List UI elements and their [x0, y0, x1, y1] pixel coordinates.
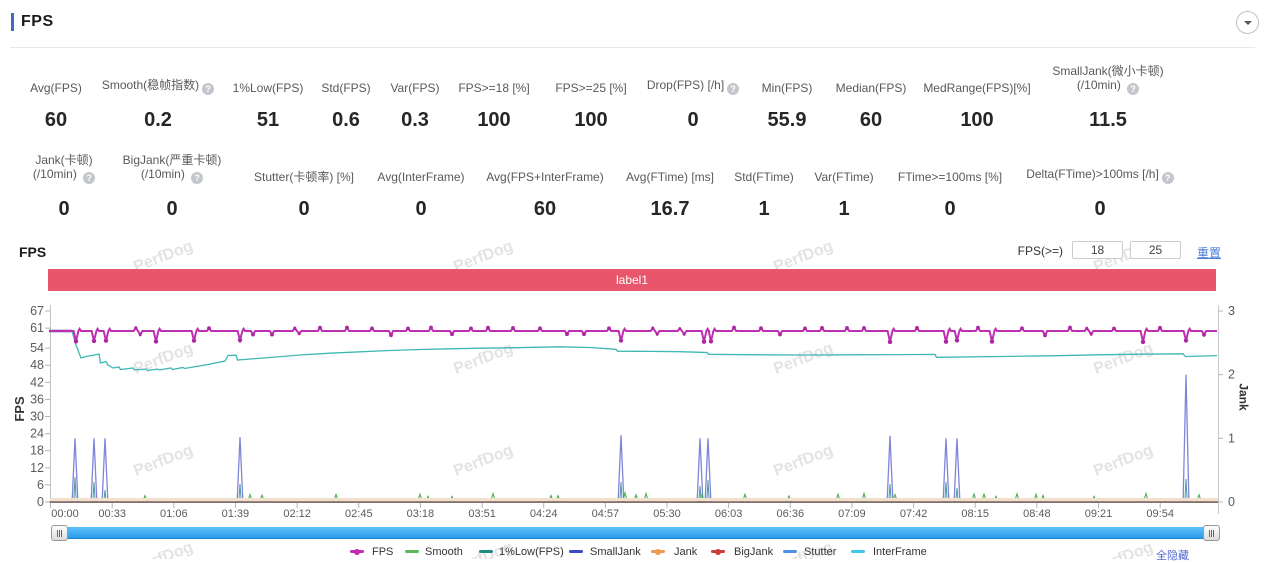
- svg-text:PerfDog: PerfDog: [131, 442, 195, 480]
- svg-text:12: 12: [30, 461, 44, 475]
- svg-text:Jank: Jank: [1237, 383, 1251, 411]
- svg-text:01:06: 01:06: [160, 508, 188, 520]
- svg-text:00:33: 00:33: [98, 508, 126, 520]
- svg-text:06:03: 06:03: [715, 508, 743, 520]
- svg-text:54: 54: [30, 341, 44, 355]
- svg-text:PerfDog: PerfDog: [131, 539, 195, 559]
- svg-text:PerfDog: PerfDog: [1091, 539, 1155, 559]
- svg-text:3: 3: [1228, 304, 1235, 318]
- svg-text:42: 42: [30, 375, 44, 389]
- svg-text:01:39: 01:39: [222, 508, 250, 520]
- svg-text:07:09: 07:09: [838, 508, 866, 520]
- svg-text:PerfDog: PerfDog: [1091, 442, 1155, 480]
- svg-text:FPS: FPS: [12, 396, 27, 422]
- svg-text:PerfDog: PerfDog: [451, 340, 515, 378]
- svg-text:05:30: 05:30: [653, 508, 681, 520]
- svg-text:PerfDog: PerfDog: [451, 442, 515, 480]
- svg-text:09:21: 09:21: [1085, 508, 1113, 520]
- svg-text:PerfDog: PerfDog: [1091, 340, 1155, 378]
- svg-text:08:15: 08:15: [961, 508, 989, 520]
- svg-text:61: 61: [30, 321, 44, 335]
- svg-text:2: 2: [1228, 368, 1235, 382]
- svg-text:36: 36: [30, 392, 44, 406]
- svg-text:0: 0: [1228, 495, 1235, 509]
- svg-text:06:36: 06:36: [777, 508, 805, 520]
- svg-text:PerfDog: PerfDog: [131, 340, 195, 378]
- svg-text:02:12: 02:12: [283, 508, 311, 520]
- svg-text:6: 6: [37, 478, 44, 492]
- svg-text:67: 67: [30, 304, 44, 318]
- svg-text:48: 48: [30, 358, 44, 372]
- svg-text:18: 18: [30, 444, 44, 458]
- svg-text:1: 1: [1228, 431, 1235, 445]
- svg-text:09:54: 09:54: [1146, 508, 1174, 520]
- svg-text:08:48: 08:48: [1023, 508, 1051, 520]
- svg-text:PerfDog: PerfDog: [771, 442, 835, 480]
- svg-text:24: 24: [30, 427, 44, 441]
- svg-text:30: 30: [30, 410, 44, 424]
- svg-text:04:57: 04:57: [592, 508, 620, 520]
- svg-text:07:42: 07:42: [900, 508, 928, 520]
- svg-text:03:18: 03:18: [407, 508, 435, 520]
- svg-text:0: 0: [37, 495, 44, 509]
- svg-text:03:51: 03:51: [468, 508, 496, 520]
- svg-text:02:45: 02:45: [345, 508, 373, 520]
- svg-text:04:24: 04:24: [530, 508, 558, 520]
- svg-text:PerfDog: PerfDog: [771, 340, 835, 378]
- svg-text:00:00: 00:00: [51, 508, 79, 520]
